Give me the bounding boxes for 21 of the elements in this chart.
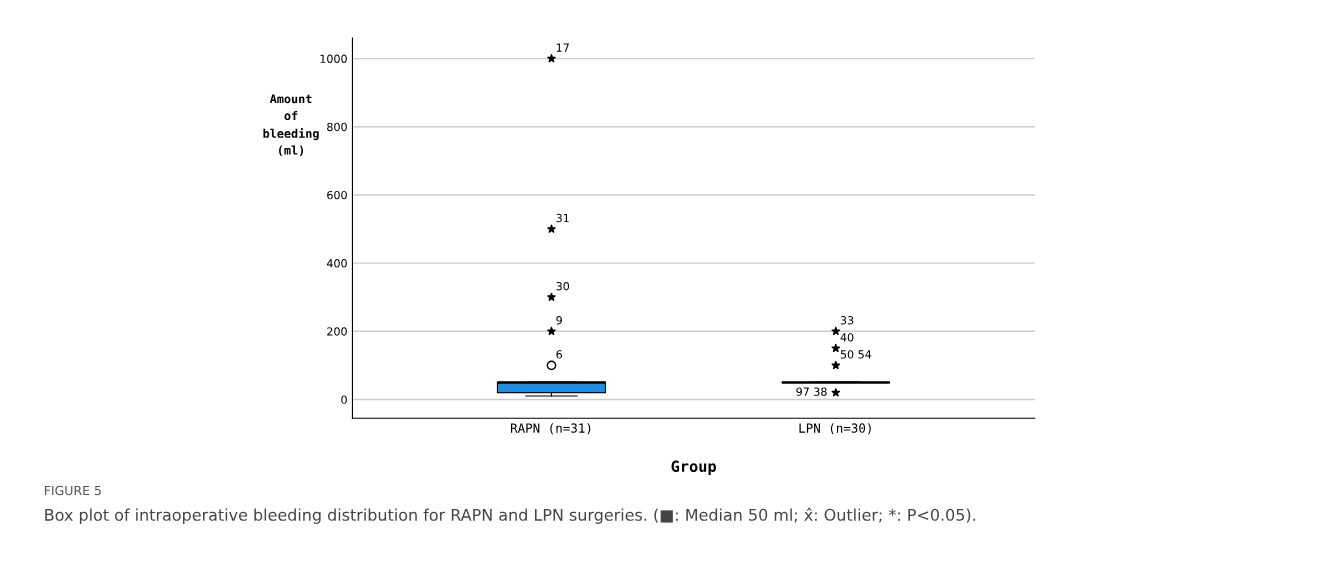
x-tick-label: RAPN (n=31) (510, 423, 591, 435)
y-tick-label: 400 (326, 259, 347, 268)
y-tick-label: 0 (341, 395, 347, 404)
text: FIGURE 5 (44, 485, 101, 496)
annotation: 97 38 (796, 387, 827, 396)
annotation: 31 (556, 213, 569, 223)
annotation: 33 (840, 316, 854, 325)
x-tick-label: LPN (n=30) (799, 423, 871, 435)
annotation: 9 (556, 316, 562, 325)
y-tick-label: 800 (327, 122, 347, 132)
annotation: 30 (556, 282, 570, 291)
annotation: 17 (556, 43, 569, 52)
y-axis-title: Amount of bleeding (ml) (263, 94, 319, 157)
y-tick-label: 1000 (320, 54, 347, 63)
text: Box plot of intraoperative bleeding distribution for RAPN and LPN surgeries. (■: Median 50 ml; x̂: Outlier; *: P<0.05). (45, 507, 975, 524)
x-axis-title: Group (671, 460, 716, 476)
annotation: 50 54 (840, 350, 872, 359)
y-tick-label: 200 (327, 327, 347, 336)
annotation: 40 (840, 333, 854, 342)
y-tick-label: 600 (327, 190, 347, 200)
annotation: 6 (556, 350, 563, 359)
